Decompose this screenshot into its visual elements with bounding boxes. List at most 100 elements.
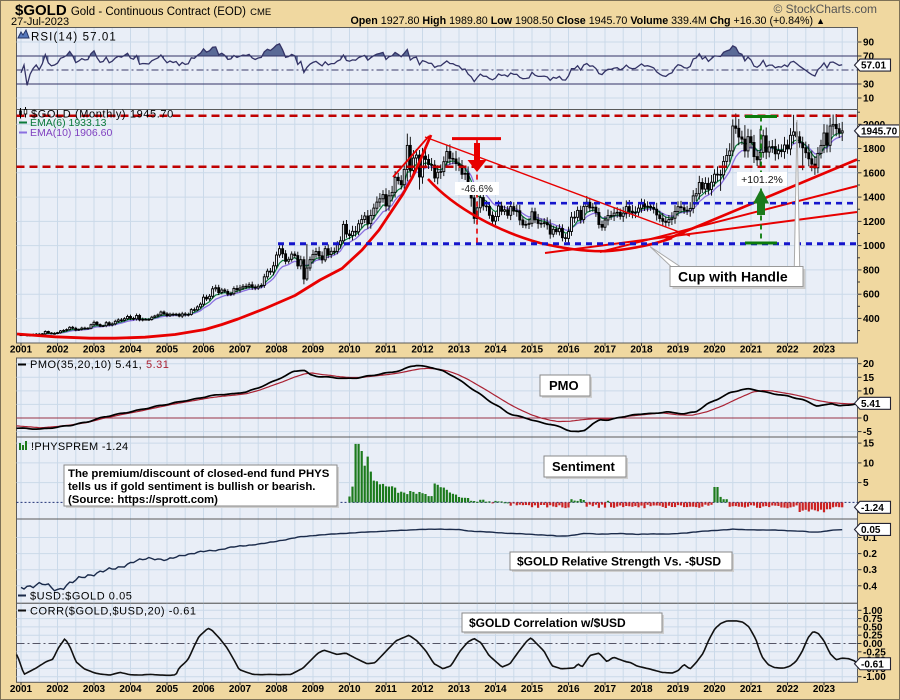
svg-text:10: 10 bbox=[863, 458, 875, 469]
svg-text:2015: 2015 bbox=[521, 684, 544, 695]
svg-text:2002: 2002 bbox=[46, 684, 69, 695]
svg-text:2018: 2018 bbox=[630, 684, 653, 695]
svg-text:EMA(6) 1933.13: EMA(6) 1933.13 bbox=[30, 117, 107, 129]
svg-text:2017: 2017 bbox=[594, 684, 617, 695]
svg-text:0.05: 0.05 bbox=[861, 525, 881, 536]
svg-text:2004: 2004 bbox=[119, 684, 142, 695]
svg-text:2003: 2003 bbox=[83, 684, 106, 695]
svg-text:800: 800 bbox=[863, 265, 880, 276]
svg-text:0.25: 0.25 bbox=[863, 631, 883, 642]
svg-text:(Source: https://sprott.com): (Source: https://sprott.com) bbox=[68, 494, 218, 506]
svg-text:2005: 2005 bbox=[156, 684, 179, 695]
svg-text:2005: 2005 bbox=[156, 345, 179, 356]
svg-text:0.4: 0.4 bbox=[863, 581, 877, 592]
svg-text:2011: 2011 bbox=[375, 684, 397, 695]
svg-text:$GOLD Correlation w/$USD: $GOLD Correlation w/$USD bbox=[469, 616, 626, 630]
svg-text:15: 15 bbox=[863, 439, 875, 450]
svg-text:90: 90 bbox=[863, 38, 875, 49]
svg-text:2017: 2017 bbox=[594, 345, 617, 356]
svg-text:Sentiment: Sentiment bbox=[552, 459, 616, 474]
svg-text:+101.2%: +101.2% bbox=[741, 174, 783, 186]
svg-text:5: 5 bbox=[863, 478, 869, 489]
svg-text:!PHYSPREM -1.24: !PHYSPREM -1.24 bbox=[31, 441, 128, 453]
svg-text:-1.24: -1.24 bbox=[861, 503, 884, 514]
svg-text:0.3: 0.3 bbox=[863, 565, 877, 576]
svg-text:1800: 1800 bbox=[863, 144, 886, 155]
svg-text:2011: 2011 bbox=[375, 345, 397, 356]
svg-text:2021: 2021 bbox=[740, 345, 763, 356]
svg-text:1.00: 1.00 bbox=[863, 606, 883, 617]
svg-text:1200: 1200 bbox=[863, 217, 886, 228]
svg-text:10: 10 bbox=[863, 386, 875, 397]
svg-text:tells us if gold sentiment is: tells us if gold sentiment is bullish or… bbox=[68, 481, 315, 493]
svg-text:5.41: 5.41 bbox=[861, 399, 881, 410]
svg-text:2006: 2006 bbox=[192, 345, 215, 356]
svg-text:2004: 2004 bbox=[119, 345, 142, 356]
svg-text:0.1: 0.1 bbox=[863, 533, 877, 544]
svg-text:0.50: 0.50 bbox=[863, 622, 883, 633]
svg-text:0.2: 0.2 bbox=[863, 549, 877, 560]
svg-text:2007: 2007 bbox=[229, 345, 252, 356]
svg-text:2008: 2008 bbox=[265, 345, 288, 356]
svg-text:EMA(10) 1906.60: EMA(10) 1906.60 bbox=[30, 127, 112, 139]
svg-text:RSI(14) 57.01: RSI(14) 57.01 bbox=[31, 32, 117, 44]
svg-text:-5: -5 bbox=[863, 427, 872, 438]
svg-text:10: 10 bbox=[863, 94, 875, 105]
svg-text:-1.00: -1.00 bbox=[863, 672, 886, 683]
svg-text:2015: 2015 bbox=[521, 345, 544, 356]
svg-text:2023: 2023 bbox=[813, 684, 836, 695]
svg-text:2012: 2012 bbox=[411, 684, 434, 695]
svg-text:PMO(35,20,10) 5.41,: PMO(35,20,10) 5.41, bbox=[30, 359, 142, 371]
svg-text:2012: 2012 bbox=[411, 345, 434, 356]
svg-text:2022: 2022 bbox=[776, 684, 799, 695]
svg-text:-0.61: -0.61 bbox=[861, 659, 884, 670]
svg-text:0.00: 0.00 bbox=[863, 639, 883, 650]
svg-text:0.75: 0.75 bbox=[863, 614, 883, 625]
svg-text:2020: 2020 bbox=[703, 684, 726, 695]
svg-text:1000: 1000 bbox=[863, 241, 886, 252]
svg-text:2022: 2022 bbox=[776, 345, 799, 356]
svg-text:2006: 2006 bbox=[192, 684, 215, 695]
svg-text:-46.6%: -46.6% bbox=[461, 184, 493, 195]
svg-text:2019: 2019 bbox=[667, 684, 690, 695]
svg-text:CORR($GOLD,$USD,20) -0.61: CORR($GOLD,$USD,20) -0.61 bbox=[30, 606, 197, 618]
svg-text:30: 30 bbox=[863, 80, 875, 91]
svg-text:2014: 2014 bbox=[484, 684, 507, 695]
svg-text:2021: 2021 bbox=[740, 684, 763, 695]
svg-text:0: 0 bbox=[863, 414, 869, 425]
svg-text:2019: 2019 bbox=[667, 345, 690, 356]
svg-text:400: 400 bbox=[863, 314, 880, 325]
svg-text:2008: 2008 bbox=[265, 684, 288, 695]
svg-text:2013: 2013 bbox=[448, 684, 471, 695]
svg-text:2014: 2014 bbox=[484, 345, 507, 356]
svg-text:70: 70 bbox=[863, 52, 875, 63]
svg-text:2007: 2007 bbox=[229, 684, 252, 695]
svg-text:2001: 2001 bbox=[10, 684, 33, 695]
svg-text:$GOLD Relative Strength Vs. -$: $GOLD Relative Strength Vs. -$USD bbox=[517, 555, 721, 569]
svg-text:2002: 2002 bbox=[46, 345, 69, 356]
svg-text:2016: 2016 bbox=[557, 345, 580, 356]
svg-text:1600: 1600 bbox=[863, 168, 886, 179]
svg-text:20: 20 bbox=[863, 359, 875, 370]
svg-text:-0.25: -0.25 bbox=[863, 647, 886, 658]
svg-text:2020: 2020 bbox=[703, 345, 726, 356]
svg-text:2016: 2016 bbox=[557, 684, 580, 695]
svg-text:2009: 2009 bbox=[302, 345, 325, 356]
svg-text:Cup with Handle: Cup with Handle bbox=[678, 269, 788, 285]
svg-text:1400: 1400 bbox=[863, 193, 886, 204]
svg-text:2018: 2018 bbox=[630, 345, 653, 356]
svg-text:2001: 2001 bbox=[10, 345, 33, 356]
svg-text:2023: 2023 bbox=[813, 345, 836, 356]
svg-text:The premium/discount of closed: The premium/discount of closed-end fund … bbox=[68, 468, 330, 480]
svg-text:PMO: PMO bbox=[549, 378, 579, 393]
svg-text:15: 15 bbox=[863, 373, 875, 384]
svg-text:2010: 2010 bbox=[338, 684, 361, 695]
svg-text:1945.70: 1945.70 bbox=[861, 127, 898, 138]
svg-text:5.31: 5.31 bbox=[146, 359, 169, 371]
svg-text:57.01: 57.01 bbox=[861, 61, 886, 72]
svg-text:$GOLD (Monthly) 1945.70: $GOLD (Monthly) 1945.70 bbox=[31, 109, 174, 121]
svg-text:2009: 2009 bbox=[302, 684, 325, 695]
svg-text:600: 600 bbox=[863, 290, 880, 301]
svg-text:2013: 2013 bbox=[448, 345, 471, 356]
svg-text:2003: 2003 bbox=[83, 345, 106, 356]
